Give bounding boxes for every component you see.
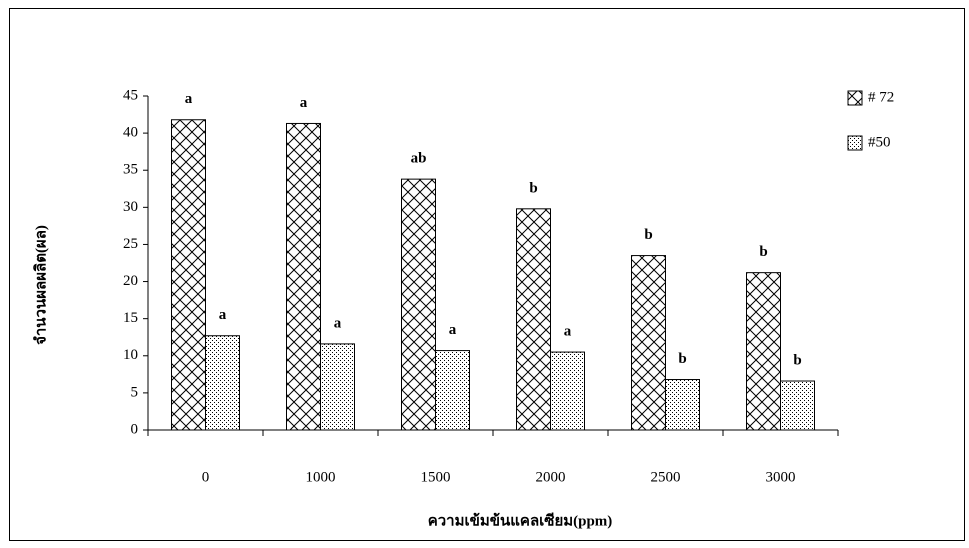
y-axis-label: จำนวนผลผลิต(ผล) — [31, 225, 49, 345]
chart-frame — [10, 9, 965, 541]
legend-label: #50 — [868, 134, 891, 150]
bar-letter: a — [449, 322, 457, 338]
bar-letter: a — [564, 324, 572, 340]
bar-letter: b — [793, 352, 801, 368]
bar-letter: a — [219, 307, 227, 323]
bar — [436, 351, 470, 430]
bar — [747, 273, 781, 430]
legend-label: # 72 — [868, 89, 894, 105]
bar-letter: b — [529, 180, 537, 196]
bar-letter: a — [185, 91, 193, 107]
y-tick-label: 0 — [131, 421, 139, 437]
x-axis-label: ความเข้มข้นแคลเซียม(ppm) — [428, 512, 613, 529]
y-tick-label: 40 — [123, 125, 138, 141]
y-tick-label: 5 — [131, 384, 139, 400]
y-tick-label: 25 — [123, 236, 138, 252]
bar-letter: a — [334, 315, 342, 331]
y-tick-label: 45 — [123, 87, 138, 103]
y-tick-label: 10 — [123, 347, 138, 363]
bar — [321, 344, 355, 430]
bar — [287, 123, 321, 430]
y-tick-label: 35 — [123, 162, 138, 178]
bar-letter: ab — [411, 151, 427, 167]
bar — [781, 381, 815, 430]
x-tick-label: 2000 — [536, 469, 566, 485]
bar-letter: a — [300, 95, 308, 111]
bar-letter: b — [678, 351, 686, 367]
bar-letter: b — [759, 244, 767, 260]
x-tick-label: 1500 — [421, 469, 451, 485]
bar — [517, 209, 551, 430]
bar — [206, 336, 240, 430]
page: ความเข้มข้นแคลเซียม(ppm) จำนวนผลผลิต(ผล)… — [0, 0, 969, 548]
legend-swatch — [848, 91, 862, 105]
x-tick-label: 1000 — [306, 469, 336, 485]
x-tick-label: 3000 — [766, 469, 796, 485]
y-tick-label: 15 — [123, 310, 138, 326]
bar — [632, 256, 666, 430]
x-tick-label: 2500 — [651, 469, 681, 485]
bar — [551, 352, 585, 430]
x-tick-label: 0 — [202, 469, 210, 485]
bar — [172, 120, 206, 430]
chart: ความเข้มข้นแคลเซียม(ppm) จำนวนผลผลิต(ผล)… — [0, 0, 969, 548]
y-tick-label: 30 — [123, 199, 138, 215]
bar — [666, 380, 700, 430]
y-tick-label: 20 — [123, 273, 138, 289]
bar-letter: b — [644, 227, 652, 243]
bar — [402, 179, 436, 430]
legend-swatch — [848, 136, 862, 150]
